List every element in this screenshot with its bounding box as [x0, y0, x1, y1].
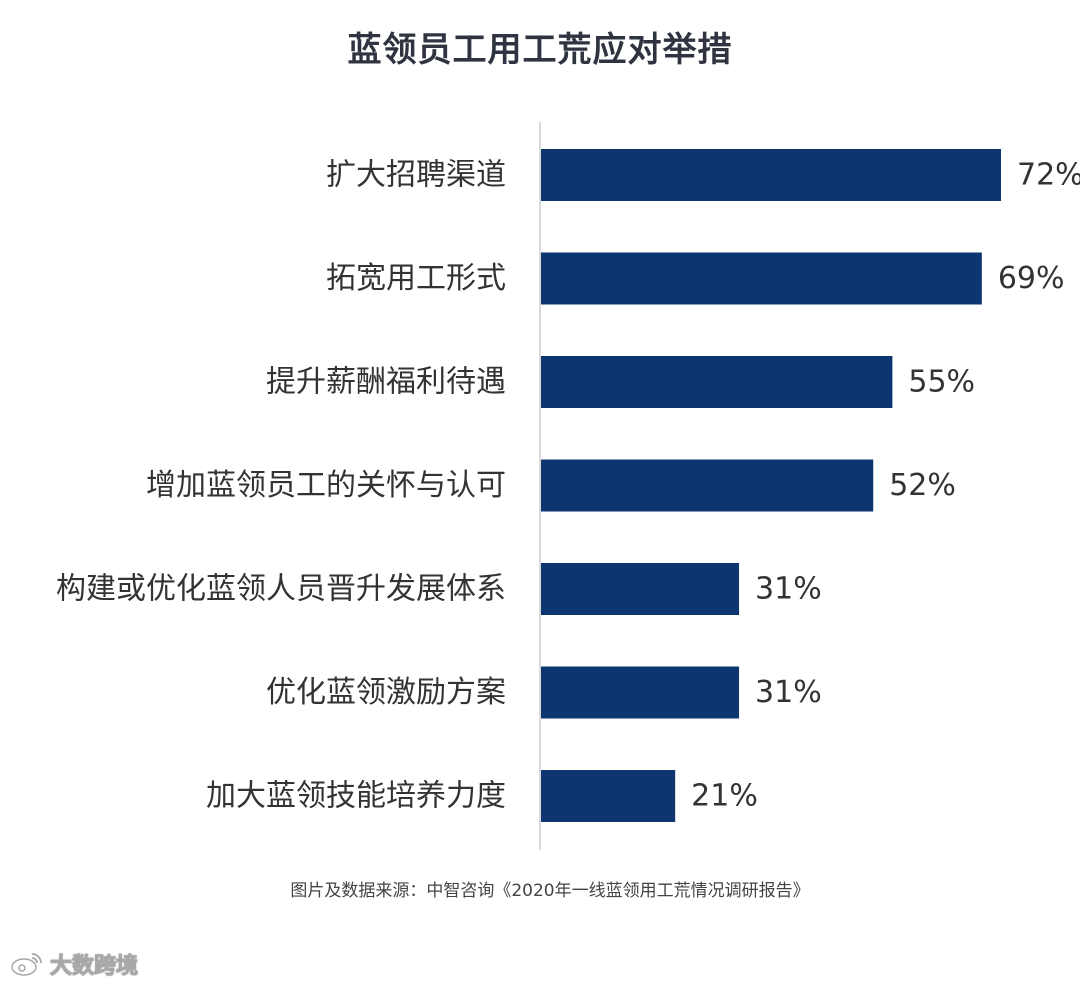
- value-label: 69%: [998, 261, 1065, 296]
- category-label: 提升薪酬福利待遇: [266, 365, 506, 400]
- bar: [541, 770, 676, 822]
- value-label: 31%: [755, 675, 822, 710]
- bar: [541, 252, 982, 305]
- category-label: 增加蓝领员工的关怀与认可: [146, 468, 506, 503]
- value-label: 31%: [755, 572, 822, 607]
- category-label: 优化蓝领激励方案: [266, 675, 506, 710]
- bar: [541, 563, 740, 615]
- category-label: 扩大招聘渠道: [326, 158, 506, 193]
- watermark-text: 大数跨境: [49, 954, 139, 980]
- bar-chart: 扩大招聘渠道 72% 拓宽用工形式 69% 提升薪酬福利待遇 55% 增加蓝领员工的关怀与认…: [56, 122, 1080, 850]
- bars-group: 扩大招聘渠道 72% 拓宽用工形式 69% 提升薪酬福利待遇 55% 增加蓝领员工的关怀与认…: [56, 149, 1080, 822]
- weibo-logo-icon: [11, 953, 42, 976]
- category-label: 构建或优化蓝领人员晋升发展体系: [56, 572, 506, 607]
- bar: [541, 149, 1001, 201]
- value-label: 21%: [691, 779, 758, 814]
- value-label: 52%: [889, 468, 956, 503]
- chart-title: 蓝领员工用工荒应对举措: [347, 30, 733, 70]
- watermark: 大数跨境: [10, 948, 139, 980]
- bar: [541, 356, 893, 408]
- source-note: 图片及数据来源：中智咨询《2020年一线蓝领用工荒情况调研报告》: [290, 881, 810, 901]
- value-label: 72%: [1017, 158, 1080, 193]
- bar: [541, 459, 874, 512]
- category-label: 加大蓝领技能培养力度: [206, 779, 506, 814]
- category-label: 拓宽用工形式: [326, 261, 506, 296]
- bar: [541, 666, 740, 719]
- value-label: 55%: [908, 365, 975, 400]
